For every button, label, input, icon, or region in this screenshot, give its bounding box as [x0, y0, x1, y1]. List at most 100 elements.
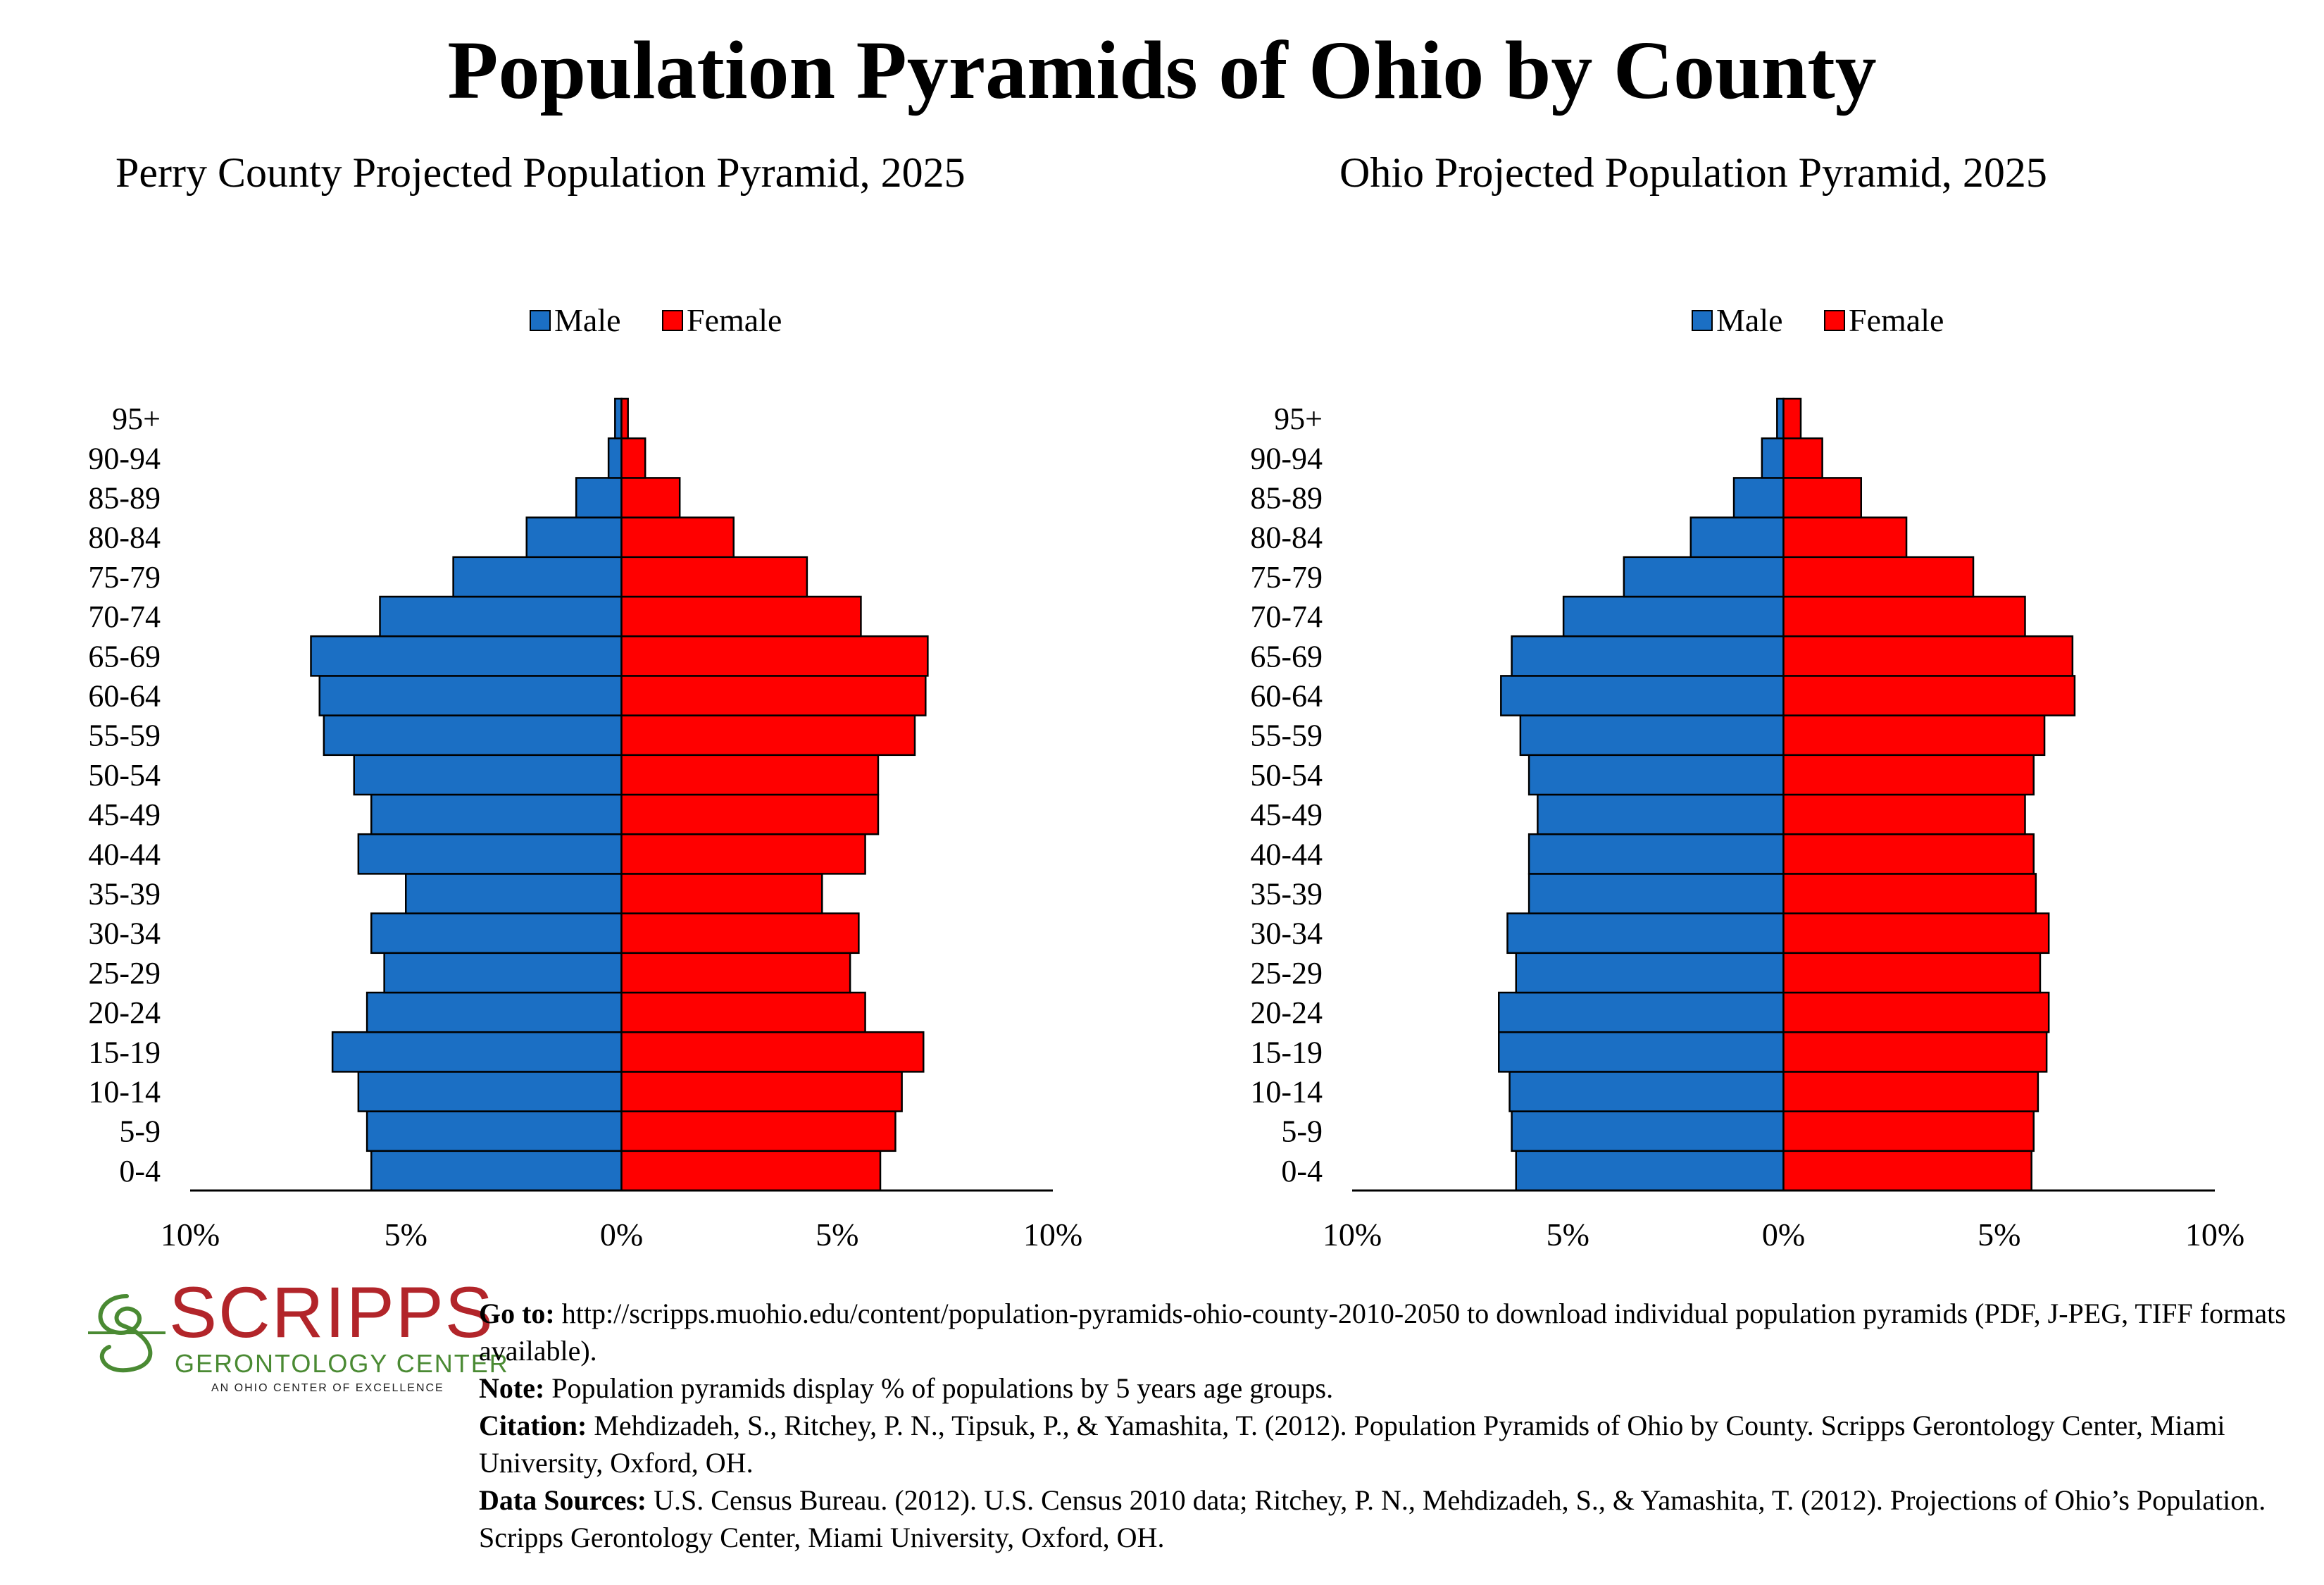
ohio-bar-male-85-89 [1732, 477, 1785, 518]
ohio-bar-male-15-19 [1498, 1031, 1785, 1073]
perry-age-label: 95+ [112, 402, 161, 436]
perry-legend-male-label: Male [554, 302, 621, 338]
ohio-age-label: 15-19 [1250, 1035, 1323, 1069]
perry-bar-female-35-39 [620, 873, 823, 914]
ohio-legend-female-label: Female [1849, 302, 1944, 338]
perry-bar-female-70-74 [620, 595, 862, 638]
ohio-bar-male-60-64 [1500, 675, 1785, 716]
ohio-bar-male-80-84 [1689, 516, 1785, 559]
ohio-bar-female-65-69 [1782, 635, 2074, 677]
perry-age-label: 10-14 [88, 1075, 161, 1110]
perry-bar-male-40-44 [357, 833, 623, 875]
perry-age-label: 20-24 [88, 995, 161, 1030]
ohio-bar-female-50-54 [1782, 754, 2035, 796]
ohio-bar-female-25-29 [1782, 952, 2042, 994]
logo-subtitle: GERONTOLOGY CENTER [175, 1349, 509, 1378]
ohio-bar-female-90-94 [1782, 437, 1823, 479]
perry-bar-female-15-19 [620, 1031, 925, 1073]
note-note: Note: Population pyramids display % of p… [479, 1372, 1334, 1404]
ohio-legend: Male Female [1692, 302, 1944, 338]
perry-age-label: 5-9 [119, 1114, 161, 1149]
perry-bar-male-60-64 [318, 675, 623, 716]
ohio-pyramid-chart: Male Female 0-4 5-9 10-14 15-19 20-24 25-29 30-3… [1250, 302, 2244, 1253]
ohio-age-label: 5-9 [1281, 1114, 1323, 1149]
logo-tagline: AN OHIO CENTER OF EXCELLENCE [211, 1382, 444, 1394]
ohio-bar-male-5-9 [1511, 1110, 1785, 1152]
ohio-bar-male-95+ [1776, 397, 1785, 440]
perry-age-label: 60-64 [88, 679, 161, 714]
perry-bar-male-35-39 [405, 873, 623, 914]
sources-note: Data Sources: U.S. Census Bureau. (2012)… [479, 1484, 2266, 1553]
ohio-age-label: 25-29 [1250, 956, 1323, 990]
perry-legend-female-label: Female [687, 302, 782, 338]
ohio-bar-male-0-4 [1515, 1150, 1785, 1192]
perry-x-tick-label: 0% [600, 1217, 643, 1253]
ohio-bar-female-75-79 [1782, 556, 1975, 598]
perry-bar-male-75-79 [452, 556, 623, 598]
notes-block: Go to: http://scripps.muohio.edu/content… [479, 1295, 2317, 1556]
ohio-bar-male-45-49 [1537, 793, 1785, 835]
perry-bar-female-30-34 [620, 912, 860, 955]
perry-x-tick-label: 5% [816, 1217, 858, 1253]
ohio-bar-male-10-14 [1508, 1071, 1785, 1112]
ohio-bar-male-40-44 [1528, 833, 1785, 875]
perry-bar-male-70-74 [379, 595, 623, 638]
perry-bar-male-10-14 [357, 1071, 623, 1112]
perry-bar-male-45-49 [370, 793, 623, 835]
perry-age-label: 15-19 [88, 1035, 161, 1069]
ohio-age-label: 10-14 [1250, 1075, 1323, 1110]
ohio-bar-female-55-59 [1782, 714, 2046, 757]
ohio-bar-male-65-69 [1511, 635, 1785, 677]
ohio-x-tick-label: 10% [2185, 1217, 2244, 1253]
ohio-legend-male-swatch [1692, 310, 1713, 331]
perry-legend-female-swatch [662, 310, 683, 331]
perry-bar-male-95+ [614, 397, 623, 440]
ohio-bar-male-20-24 [1498, 991, 1785, 1033]
ohio-bar-male-30-34 [1506, 912, 1785, 955]
perry-bar-female-40-44 [620, 833, 866, 875]
ohio-bar-female-60-64 [1782, 675, 2076, 716]
ohio-bar-female-35-39 [1782, 873, 2037, 914]
perry-bar-female-5-9 [620, 1110, 897, 1152]
ohio-age-label: 55-59 [1250, 719, 1323, 753]
perry-bar-female-90-94 [620, 437, 646, 479]
perry-age-label: 50-54 [88, 758, 161, 792]
perry-age-label: 80-84 [88, 521, 161, 555]
perry-bar-male-50-54 [353, 754, 623, 796]
perry-bar-female-20-24 [620, 991, 866, 1033]
perry-x-tick-label: 10% [1023, 1217, 1082, 1253]
ohio-age-label: 45-49 [1250, 797, 1323, 832]
ohio-bar-female-30-34 [1782, 912, 2050, 955]
ohio-x-tick-label: 5% [1547, 1217, 1589, 1253]
perry-bar-female-55-59 [620, 714, 916, 757]
ohio-bar-male-90-94 [1761, 437, 1785, 479]
ohio-x-tick-label: 5% [1978, 1217, 2020, 1253]
ohio-age-label: 80-84 [1250, 521, 1323, 555]
perry-bar-male-20-24 [366, 991, 623, 1033]
ohio-bar-male-75-79 [1623, 556, 1785, 598]
ohio-age-label: 40-44 [1250, 837, 1323, 871]
perry-age-label: 85-89 [88, 481, 161, 516]
ohio-bar-male-55-59 [1519, 714, 1785, 757]
perry-bar-female-65-69 [620, 635, 929, 677]
ohio-bar-female-10-14 [1782, 1071, 2039, 1112]
perry-bar-male-5-9 [366, 1110, 623, 1152]
perry-bar-female-45-49 [620, 793, 880, 835]
ohio-age-label: 30-34 [1250, 916, 1323, 951]
perry-age-label: 40-44 [88, 837, 161, 871]
perry-age-label: 70-74 [88, 599, 161, 634]
scripps-swirl-icon [88, 1294, 165, 1373]
perry-age-label: 25-29 [88, 956, 161, 990]
perry-bar-female-25-29 [620, 952, 851, 994]
perry-age-label: 55-59 [88, 719, 161, 753]
perry-x-tick-label: 10% [161, 1217, 220, 1253]
ohio-bar-female-80-84 [1782, 516, 1908, 559]
ohio-age-label: 95+ [1274, 402, 1323, 436]
scripps-logo: SCRIPPS GERONTOLOGY CENTER AN OHIO CENTE… [85, 1274, 508, 1409]
perry-bar-female-50-54 [620, 754, 880, 796]
chart-title-ohio: Ohio Projected Population Pyramid, 2025 [1339, 149, 2047, 196]
perry-bar-male-25-29 [383, 952, 623, 994]
goto-note: Go to: http://scripps.muohio.edu/content… [479, 1298, 2286, 1367]
perry-bar-female-60-64 [620, 675, 927, 716]
perry-bar-female-80-84 [620, 516, 735, 559]
